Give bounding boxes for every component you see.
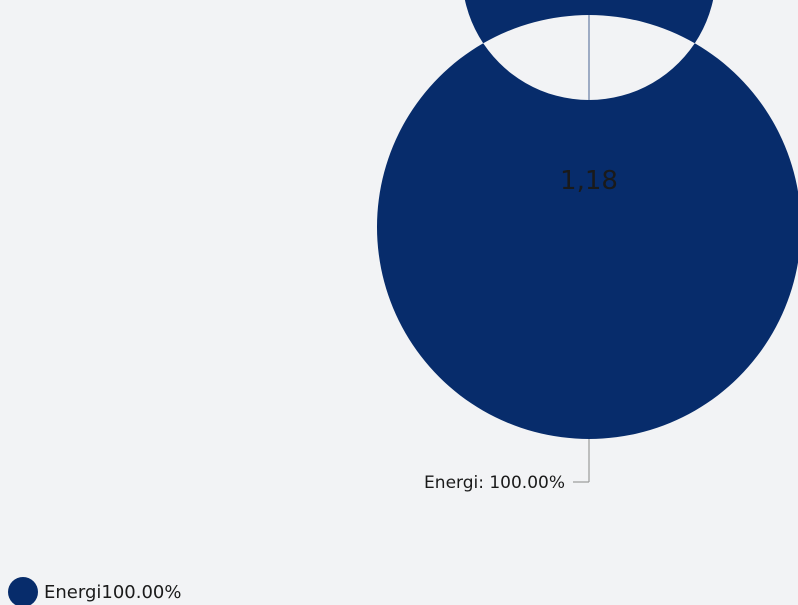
slices-layer <box>377 0 798 439</box>
legend-item-label-energi[interactable]: Energi100.00% <box>44 581 182 603</box>
donut-slice-energi[interactable] <box>377 0 798 439</box>
legend-swatch-energi[interactable] <box>8 577 38 605</box>
center-value-label: 1,18 <box>560 166 618 196</box>
slice-label-energi: Energi: 100.00% <box>424 473 565 493</box>
legend: Energi100.00% <box>8 577 182 605</box>
